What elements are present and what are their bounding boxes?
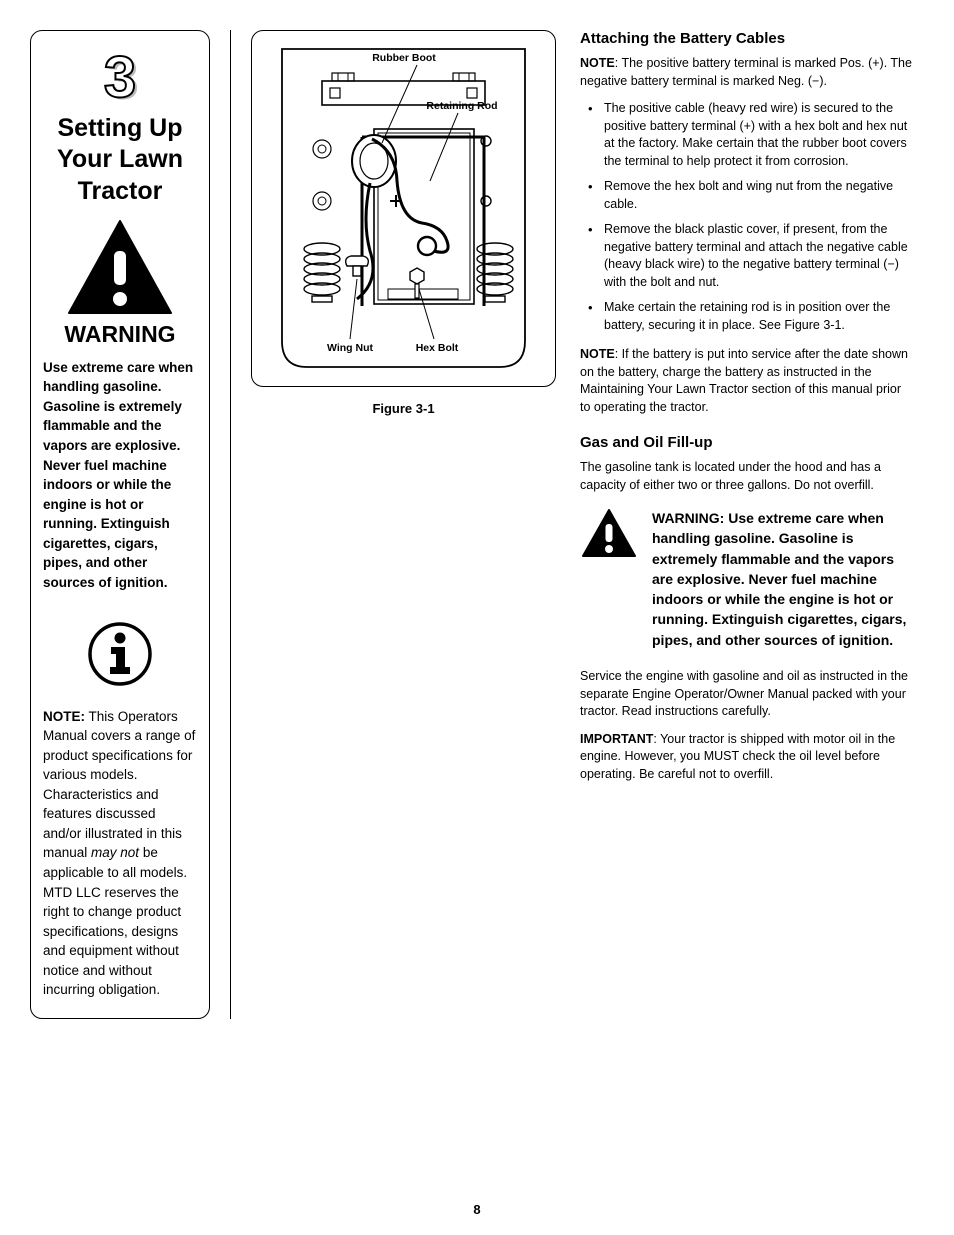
figure-diagram: Rubber Boot Retaining Rod Wing Nut Hex B…: [262, 41, 545, 371]
title-line-3: Tractor: [78, 177, 163, 205]
title-line-2: Your Lawn: [57, 145, 183, 173]
section2-service: Service the engine with gasoline and oil…: [580, 668, 914, 721]
section2-intro: The gasoline tank is located under the h…: [580, 459, 914, 494]
bullet-item: Remove the black plastic cover, if prese…: [580, 221, 914, 291]
note-text-1: This Operators Manual covers a range of …: [43, 709, 195, 861]
main-columns: Rubber Boot Retaining Rod Wing Nut Hex B…: [251, 30, 914, 793]
inline-warning-block: WARNING: Use extreme care when handling …: [580, 508, 914, 650]
label-hex-bolt: Hex Bolt: [416, 342, 459, 354]
section1-bullets: The positive cable (heavy red wire) is s…: [580, 100, 914, 334]
chapter-number-icon: 3: [43, 49, 197, 107]
label-retaining-rod: Retaining Rod: [426, 100, 497, 112]
figure-column: Rubber Boot Retaining Rod Wing Nut Hex B…: [251, 30, 556, 793]
figure-caption: Figure 3-1: [251, 401, 556, 416]
note2-text: : If the battery is put into service aft…: [580, 347, 908, 414]
warning-triangle-icon: [580, 508, 638, 565]
text-column: Attaching the Battery Cables NOTE: The p…: [580, 30, 914, 793]
bullet-item: The positive cable (heavy red wire) is s…: [580, 100, 914, 170]
page-root: 3 Setting Up Your Lawn Tractor WARNING U…: [30, 30, 914, 1019]
section1-heading: Attaching the Battery Cables: [580, 30, 914, 47]
sidebar-warning-text: Use extreme care when handling gasoline.…: [43, 358, 197, 593]
sidebar: 3 Setting Up Your Lawn Tractor WARNING U…: [30, 30, 210, 1019]
inline-warning-text: WARNING: Use extreme care when handling …: [652, 508, 914, 650]
note-text: : The positive battery terminal is marke…: [580, 56, 912, 88]
note-text-2: be applicable to all models. MTD LLC res…: [43, 845, 187, 997]
label-wing-nut: Wing Nut: [327, 342, 373, 354]
sidebar-note: NOTE: This Operators Manual covers a ran…: [43, 707, 197, 1000]
title-line-1: Setting Up: [58, 114, 183, 142]
warning-triangle-icon: [43, 219, 197, 317]
bullet-item: Make certain the retaining rod is in pos…: [580, 299, 914, 334]
label-rubber-boot: Rubber Boot: [372, 52, 436, 64]
note2-label: NOTE: [580, 347, 615, 361]
section2-heading: Gas and Oil Fill-up: [580, 434, 914, 451]
bullet-item: Remove the hex bolt and wing nut from th…: [580, 178, 914, 213]
main-content: Rubber Boot Retaining Rod Wing Nut Hex B…: [230, 30, 914, 1019]
page-number: 8: [0, 1202, 954, 1217]
note-italic: may not: [91, 845, 139, 860]
info-icon: [43, 621, 197, 687]
sidebar-title: Setting Up Your Lawn Tractor: [43, 113, 197, 207]
note-label: NOTE: [580, 56, 615, 70]
chapter-number: 3: [104, 49, 136, 107]
note-label: NOTE:: [43, 709, 85, 724]
important-label: IMPORTANT: [580, 732, 653, 746]
figure-box: Rubber Boot Retaining Rod Wing Nut Hex B…: [251, 30, 556, 387]
section1-note2: NOTE: If the battery is put into service…: [580, 346, 914, 416]
warning-label: WARNING: [43, 321, 197, 348]
section1-note: NOTE: The positive battery terminal is m…: [580, 55, 914, 90]
section2-important: IMPORTANT: Your tractor is shipped with …: [580, 731, 914, 784]
